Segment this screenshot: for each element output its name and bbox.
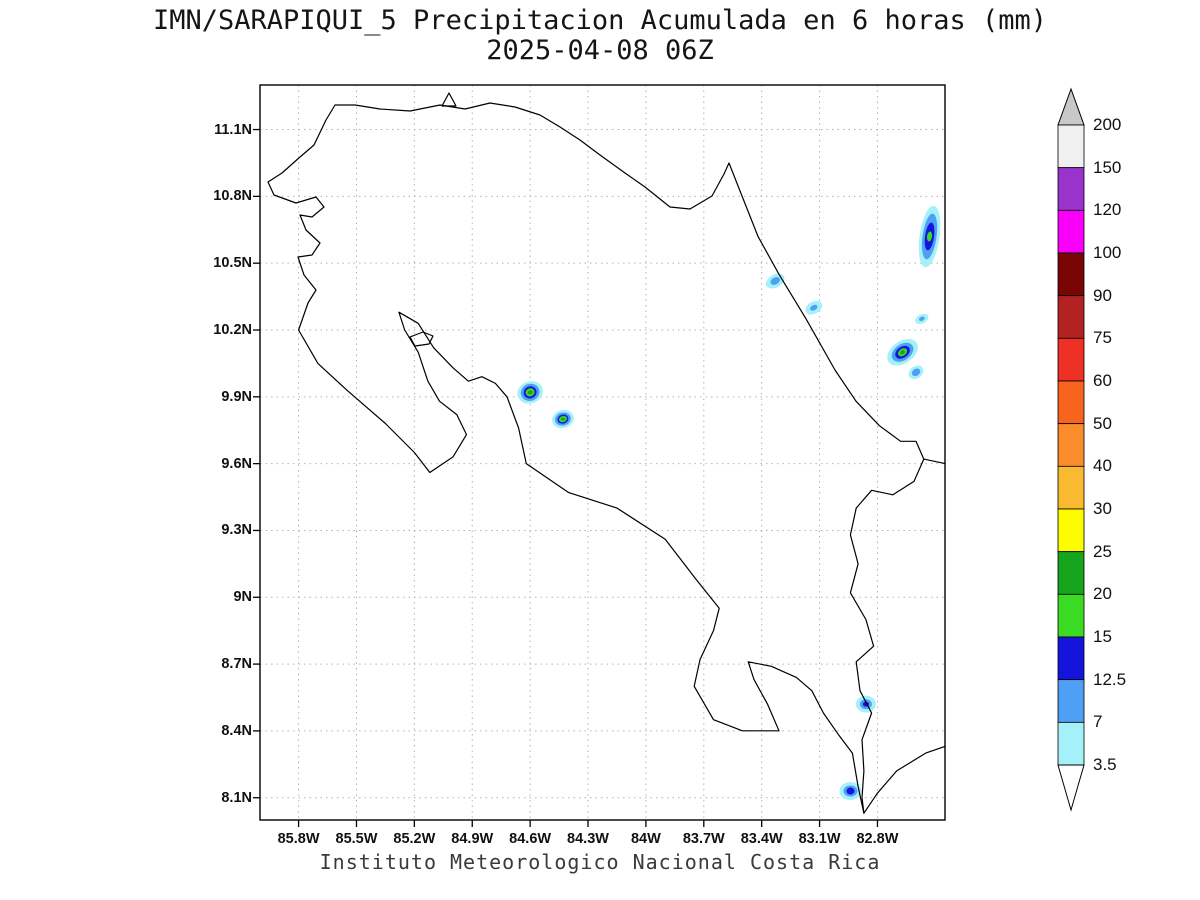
- colorbar-band: [1057, 252, 1085, 297]
- precip-contour-ring: [911, 368, 921, 377]
- colorbar-band: [1057, 167, 1085, 211]
- x-tick-label: 84.9W: [451, 831, 494, 847]
- precip-contour-ring: [810, 304, 818, 311]
- plot-border: [259, 84, 946, 821]
- precip-cell: [918, 205, 941, 268]
- colorbar-level-label: 200: [1093, 115, 1122, 134]
- precip-cell: [552, 409, 574, 429]
- colorbar-band: [1057, 551, 1085, 595]
- precip-cell: [855, 695, 876, 713]
- x-tick-label: 82.8W: [856, 831, 899, 847]
- colorbar-band: [1057, 295, 1085, 339]
- precip-contour-ring: [918, 316, 925, 322]
- isla-chira-outline: [409, 331, 434, 347]
- precip-contour-ring: [846, 787, 855, 795]
- x-tick-label: 84W: [630, 831, 661, 847]
- x-tick-label: 85.5W: [335, 831, 378, 847]
- colorbar-band: [1057, 423, 1085, 467]
- colorbar-level-label: 150: [1093, 157, 1122, 177]
- costa-rica-map: [253, 84, 946, 827]
- precip-cell: [887, 338, 918, 366]
- colorbar-above-triangle: [1057, 87, 1085, 126]
- y-tick-label: 9.6N: [221, 455, 252, 472]
- colorbar-level-label: 75: [1093, 328, 1112, 348]
- y-tick-label: 9N: [233, 589, 252, 606]
- axis-ticks: [253, 128, 879, 827]
- y-tick-label: 10.2N: [213, 322, 252, 338]
- coastlines: [267, 92, 946, 814]
- colorbar-below-triangle: [1057, 764, 1085, 812]
- y-tick-label: 8.4N: [221, 722, 252, 739]
- y-tick-label: 8.1N: [221, 789, 252, 806]
- x-tick-label: 85.8W: [277, 831, 320, 847]
- colorbar-band: [1057, 508, 1085, 553]
- x-tick-label: 84.6W: [509, 831, 552, 847]
- grid-lines: [260, 85, 945, 820]
- colorbar-level-label: 40: [1093, 456, 1112, 476]
- y-tick-label: 9.3N: [221, 522, 252, 539]
- precip-contour-ring: [900, 350, 905, 355]
- colorbar-band: [1057, 209, 1085, 254]
- colorbar-level-label: 15: [1093, 627, 1112, 646]
- precip-contour-ring: [926, 231, 933, 242]
- colorbar-level-label: 12.5: [1093, 669, 1127, 689]
- colorbar-level-label: 120: [1093, 200, 1122, 220]
- colorbar-band: [1057, 636, 1085, 681]
- footer-caption: Instituto Meteorologico Nacional Costa R…: [319, 850, 881, 874]
- colorbar-band: [1057, 593, 1085, 638]
- colorbar-band: [1057, 679, 1085, 723]
- islet-triangle: [441, 92, 457, 107]
- panama-border: [849, 458, 925, 814]
- colorbar-level-label: 100: [1093, 243, 1122, 262]
- precip-contour-ring: [527, 390, 533, 395]
- y-tick-label: 10.5N: [213, 255, 252, 272]
- x-tick-label: 83.4W: [740, 831, 783, 847]
- colorbar-band: [1057, 380, 1085, 425]
- precip-cell: [805, 300, 823, 315]
- colorbar-level-label: 7: [1093, 712, 1103, 732]
- colorbar-band: [1057, 337, 1085, 382]
- colorbar-level-label: 60: [1093, 371, 1112, 390]
- colorbar-level-label: 25: [1093, 541, 1112, 561]
- precip-contour-ring: [770, 277, 780, 285]
- x-tick-label: 83.1W: [798, 831, 841, 847]
- precip-cell: [839, 782, 862, 801]
- colorbar-level-label: 30: [1093, 499, 1112, 518]
- y-tick-label: 10.8N: [213, 188, 252, 205]
- precip-cell: [915, 313, 929, 324]
- colorbar: [1057, 87, 1085, 812]
- precip-cell: [908, 365, 924, 380]
- precip-contour-ring: [560, 417, 565, 421]
- colorbar-level-label: 90: [1093, 285, 1112, 305]
- precip-cell: [765, 273, 785, 289]
- colorbar-level-label: 50: [1093, 413, 1112, 433]
- colorbar-band: [1057, 721, 1085, 766]
- precip-cell: [517, 381, 543, 404]
- colorbar-level-label: 20: [1093, 584, 1112, 604]
- x-tick-label: 84.3W: [567, 831, 609, 847]
- x-tick-label: 83.7W: [682, 831, 725, 847]
- colorbar-band: [1057, 465, 1085, 510]
- y-tick-label: 8.7N: [221, 656, 252, 673]
- colorbar-level-label: 3.5: [1093, 755, 1117, 774]
- y-tick-label: 11.1N: [214, 121, 252, 138]
- colorbar-band: [1057, 124, 1085, 169]
- chart-subtitle-date: 2025-04-08 06Z: [486, 35, 714, 66]
- x-tick-label: 85.2W: [393, 831, 436, 847]
- map-plot-area: [253, 84, 946, 827]
- costa-rica-coastline: [267, 102, 946, 814]
- y-tick-label: 9.9N: [221, 388, 252, 405]
- precipitation-cells: [517, 205, 941, 801]
- chart-title: IMN/SARAPIQUI_5 Precipitacion Acumulada …: [152, 5, 1048, 36]
